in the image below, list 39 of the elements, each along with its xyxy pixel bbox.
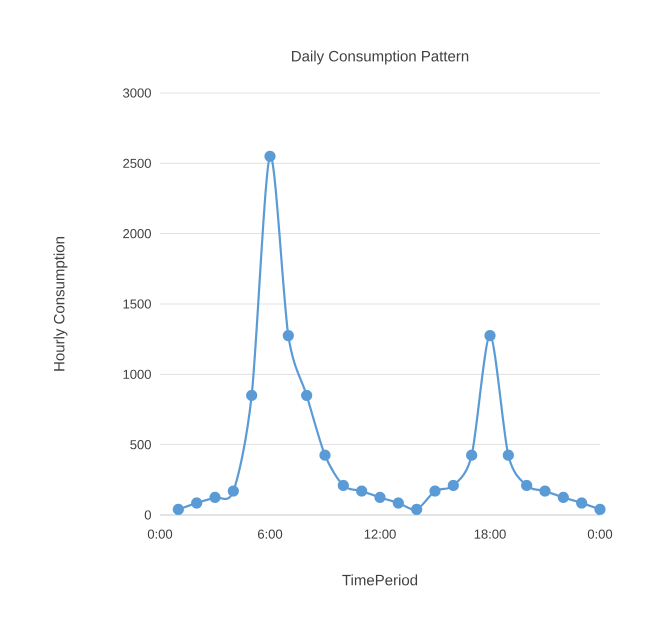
point — [246, 390, 258, 402]
point — [392, 497, 404, 509]
point — [282, 330, 294, 342]
point — [558, 492, 569, 504]
y-tick-label: 1500 — [124, 299, 151, 309]
x-tick-label: 0:00 — [148, 530, 172, 539]
point — [172, 504, 184, 515]
point — [319, 450, 331, 461]
y-tick-label: 2000 — [123, 229, 151, 238]
point — [411, 504, 422, 515]
point — [576, 497, 588, 509]
chart-title: Daily Consumption Pattern — [292, 50, 468, 64]
point — [539, 485, 551, 497]
point — [502, 450, 514, 461]
point — [191, 497, 202, 509]
point — [521, 480, 532, 492]
y-tick-label: 1000 — [124, 370, 151, 379]
y-tick-label: 500 — [130, 440, 151, 450]
x-tick-label: 12:00 — [364, 530, 396, 539]
point — [209, 492, 221, 504]
point — [484, 330, 496, 342]
x-axis-title: TimePeriod — [342, 574, 418, 586]
point — [301, 390, 312, 402]
x-tick-label: 6:00 — [258, 530, 282, 539]
point — [228, 485, 239, 497]
point — [466, 450, 478, 461]
point — [448, 480, 459, 492]
x-tick-label: 18:00 — [474, 530, 506, 539]
point — [594, 504, 606, 515]
x-tick-label: 0:00 — [588, 530, 612, 539]
y-tick-label: 0 — [144, 510, 151, 520]
point — [356, 485, 368, 497]
point — [429, 485, 441, 497]
point — [338, 480, 349, 492]
y-tick-label: 2500 — [123, 158, 151, 168]
point — [264, 150, 276, 162]
point — [374, 492, 386, 504]
y-axis-title: Hourly Consumption — [53, 237, 68, 371]
y-tick-label: 3000 — [123, 88, 151, 98]
